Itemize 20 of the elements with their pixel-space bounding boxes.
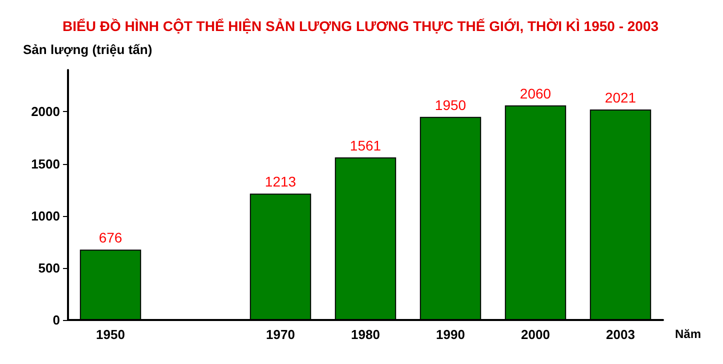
data-label: 1950 bbox=[434, 96, 466, 113]
y-tick-label: 2000 bbox=[31, 104, 60, 120]
y-tick-label: 0 bbox=[52, 312, 60, 328]
y-tick-label: 500 bbox=[38, 260, 60, 276]
chart-title: BIỂU ĐỒ HÌNH CỘT THỂ HIỆN SẢN LƯỢNG LƯƠNG THỰC THẾ GIỚI, THỜI KÌ 1950 - 2003 bbox=[62, 18, 659, 34]
x-tick-label: 2000 bbox=[521, 327, 550, 342]
x-tick-label: 1970 bbox=[266, 327, 295, 342]
y-axis-title: Sản lượng (triệu tấn) bbox=[23, 42, 152, 57]
y-tick-label: 1000 bbox=[31, 208, 60, 224]
x-axis-title: Năm bbox=[675, 327, 702, 341]
data-label: 676 bbox=[98, 230, 122, 246]
x-tick-label: 1950 bbox=[96, 327, 125, 342]
x-tick-label: 1990 bbox=[436, 327, 465, 342]
data-label: 2060 bbox=[520, 85, 552, 102]
x-tick-label: 2003 bbox=[606, 327, 635, 342]
x-tick-label: 1980 bbox=[351, 327, 380, 342]
data-label: 1213 bbox=[264, 174, 296, 190]
y-tick-label: 1500 bbox=[31, 156, 60, 172]
data-label: 1561 bbox=[350, 137, 382, 154]
data-label: 2021 bbox=[604, 89, 636, 106]
